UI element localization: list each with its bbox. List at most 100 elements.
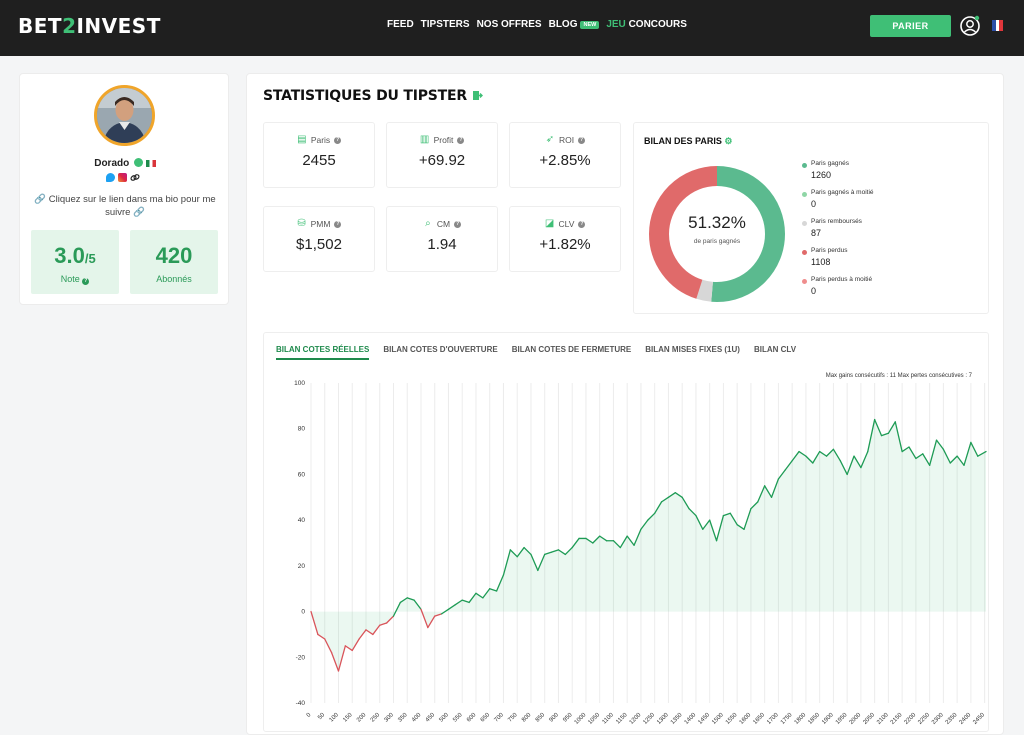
line-segment (550, 549, 560, 553)
metric-label: CM (436, 219, 451, 229)
line-segment (667, 492, 676, 498)
tab-1[interactable]: BILAN COTES D'OUVERTURE (383, 345, 498, 354)
x-tick-label: 1650 (752, 712, 766, 726)
line-segment (475, 592, 484, 599)
y-tick-label: 0 (301, 609, 305, 616)
line-segment (537, 553, 546, 572)
tab-2[interactable]: BILAN COTES DE FERMETURE (511, 345, 632, 354)
line-segment (977, 450, 987, 457)
x-tick-label: 400 (411, 712, 423, 724)
x-tick-label: 850 (535, 712, 547, 724)
tab-3[interactable]: BILAN MISES FIXES (1U) (645, 345, 740, 354)
help-icon[interactable]: ? (578, 136, 586, 144)
tab-4[interactable]: BILAN CLV (753, 345, 797, 354)
streaks-text: Max gains consécutifs : 11 Max pertes co… (825, 373, 972, 379)
line-segment (454, 599, 463, 606)
line-segment (619, 535, 628, 549)
nav-jeu-concours[interactable]: JEU CONCOURS (606, 19, 687, 30)
help-icon[interactable]: ? (82, 278, 90, 285)
line-segment (502, 549, 511, 576)
parier-button[interactable]: PARIER (870, 15, 951, 37)
y-tick-label: 80 (298, 426, 306, 433)
line-segment (674, 492, 683, 498)
link-icon[interactable] (130, 173, 140, 182)
line-segment (777, 469, 786, 480)
line-segment (434, 613, 443, 617)
legend-item: Paris perdus à moitié 0 (802, 276, 874, 305)
x-tick-label: 350 (397, 712, 409, 724)
win-rate-label: de paris gagnés (693, 238, 741, 245)
french-flag-icon[interactable] (992, 20, 1004, 31)
line-segment (351, 638, 360, 652)
line-segment (832, 448, 841, 462)
line-segment (956, 455, 965, 466)
help-icon[interactable]: ? (457, 136, 465, 144)
x-tick-label: 1600 (739, 712, 753, 726)
x-tick-label: 2450 (972, 712, 986, 726)
bankroll-chart-card: BILAN COTES RÉELLES BILAN COTES D'OUVERTU… (263, 332, 989, 732)
metric-label: Profit (433, 135, 454, 145)
rocket-icon: ➶ (545, 134, 555, 145)
settings-icon[interactable]: ⚙ (724, 136, 733, 146)
help-icon[interactable]: ? (334, 136, 342, 144)
x-tick-label: 2400 (959, 712, 973, 726)
line-segment (592, 535, 601, 544)
line-segment (887, 421, 896, 434)
metric-card-profit: ▥ Profit? +69.92 (386, 122, 498, 188)
legend-item: Paris perdus 1108 (802, 247, 874, 276)
magnifier-icon: ⌕ (425, 218, 431, 229)
help-icon[interactable]: ? (578, 220, 586, 228)
x-tick-label: 1800 (794, 712, 808, 726)
y-tick-label: -40 (296, 700, 306, 707)
export-icon[interactable] (472, 90, 483, 101)
line-segment (743, 508, 752, 530)
x-tick-label: 500 (439, 712, 451, 724)
user-account-icon[interactable] (959, 15, 981, 37)
x-tick-label: 1500 (711, 712, 725, 726)
help-icon[interactable]: ? (454, 220, 462, 228)
line-segment (544, 551, 553, 556)
nav-tipsters[interactable]: TIPSTERS (420, 19, 470, 30)
x-tick-label: 550 (452, 712, 464, 724)
line-segment (612, 540, 621, 549)
nav-feed[interactable]: FEED (387, 19, 414, 30)
main-nav: FEED TIPSTERS NOS OFFRES BLOG NEW JEU CON… (387, 19, 687, 30)
coins-icon: ⛁ (297, 218, 306, 229)
tab-0[interactable]: BILAN COTES RÉELLES (276, 345, 370, 360)
line-segment (970, 441, 979, 457)
nav-blog[interactable]: BLOG NEW (549, 19, 600, 30)
line-segment (942, 448, 951, 464)
metric-card-clv: ◪ CLV? +1.82% (509, 206, 621, 272)
x-tick-label: 1100 (601, 712, 615, 726)
line-segment (908, 446, 917, 460)
x-tick-label: 1350 (670, 712, 684, 726)
instagram-icon[interactable] (118, 173, 127, 182)
x-tick-label: 1400 (684, 712, 698, 726)
line-segment (571, 537, 580, 549)
legend-dot (802, 163, 807, 168)
x-tick-label: 2150 (890, 712, 904, 726)
line-segment (935, 439, 945, 450)
line-segment (406, 597, 415, 601)
metric-label: ROI (558, 135, 575, 145)
avatar (94, 85, 155, 146)
x-tick-label: 50 (317, 712, 326, 721)
metric-value: +69.92 (418, 152, 466, 169)
line-segment (337, 645, 347, 672)
mexican-flag-icon (145, 160, 156, 167)
metric-value: +1.82% (539, 236, 591, 253)
line-segment (894, 421, 903, 453)
profit-area (311, 419, 986, 671)
line-segment (495, 574, 505, 592)
line-segment (482, 588, 491, 599)
line-segment (784, 460, 793, 471)
legend-label: Paris perdus à moitié (811, 276, 873, 283)
chart-tabs: BILAN COTES RÉELLES BILAN COTES D'OUVERTU… (276, 345, 796, 360)
nav-nos-offres[interactable]: NOS OFFRES (476, 19, 542, 30)
bet2invest-logo[interactable]: BET2INVEST (18, 14, 161, 38)
x-tick-label: 1050 (587, 712, 601, 726)
help-icon[interactable]: ? (334, 220, 342, 228)
legend-value: 87 (811, 228, 822, 238)
x-tick-label: 2250 (917, 712, 931, 726)
twitter-icon[interactable] (106, 173, 115, 182)
